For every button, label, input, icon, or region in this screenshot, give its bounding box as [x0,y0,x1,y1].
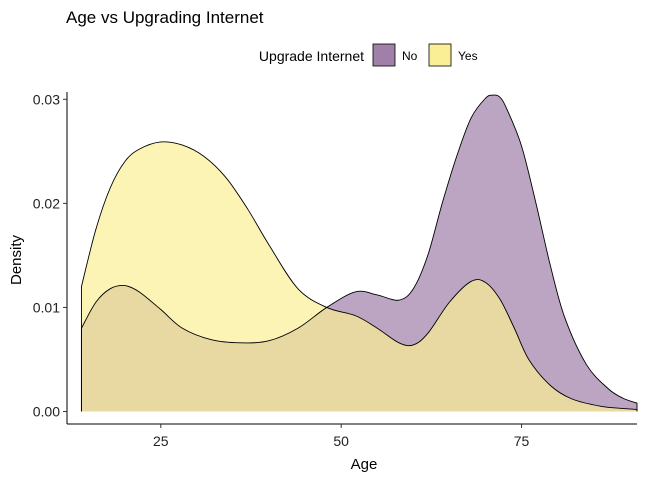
y-tick-label: 0.00 [33,404,60,420]
plot-area [80,94,638,412]
density-area-yes [81,141,638,412]
x-axis-label: Age [351,456,378,473]
x-tick-label: 75 [514,433,530,449]
legend: Upgrade Internet No Yes [259,43,478,67]
density-outline-no [80,94,638,412]
legend-key-yes [428,43,452,67]
y-tick-label: 0.03 [33,91,60,107]
legend-title: Upgrade Internet [259,48,364,64]
x-tick-label: 50 [333,433,349,449]
density-outline-yes [80,141,638,412]
y-tick-label: 0.01 [33,299,60,315]
axes: 25 50 75 0.00 0.01 0.02 0.03 [33,91,637,449]
x-tick-label: 25 [153,433,169,449]
chart-title: Age vs Upgrading Internet [66,8,264,27]
y-tick-label: 0.02 [33,195,60,211]
legend-label-no: No [402,49,418,63]
legend-label-yes: Yes [458,49,478,63]
y-axis-label: Density [8,234,25,285]
legend-key-no [372,43,396,67]
